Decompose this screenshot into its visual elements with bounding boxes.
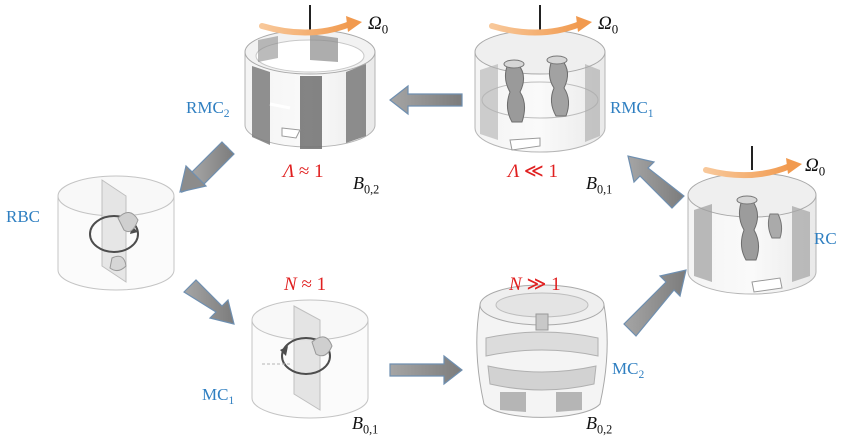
transition-arrow-rmc2-to-rbc <box>179 141 235 194</box>
label-rmc2: RMC2 <box>186 98 230 121</box>
transition-arrow-mc1-to-mc2 <box>389 354 463 386</box>
cylinder-rmc2 <box>244 29 376 149</box>
label-mc1: MC1 <box>202 385 235 408</box>
condition-lambda-approx-1: Λ ≈ 1 <box>283 161 324 182</box>
transition-arrow-rbc-to-mc1 <box>183 279 235 325</box>
field-b01-top: B0,1 <box>586 173 613 197</box>
transition-arrow-rc-to-rmc1 <box>627 155 685 209</box>
label-rc: RC <box>814 229 837 248</box>
label-rmc1: RMC1 <box>610 98 654 121</box>
label-mc2: MC2 <box>612 359 645 382</box>
field-b02-top: B0,2 <box>353 173 380 197</box>
field-b01-bottom: B0,1 <box>352 413 379 437</box>
transition-arrow-mc2-to-rc <box>623 269 687 337</box>
cylinder-mc1 <box>251 299 369 419</box>
field-b02-bottom: B0,2 <box>586 413 613 437</box>
omega-label-rmc2: Ω0 <box>368 13 389 37</box>
omega-label-rc: Ω0 <box>805 155 826 179</box>
transition-arrow-rmc1-to-rmc2 <box>389 84 463 116</box>
rotation-indicator-rmc1 <box>489 5 592 36</box>
cylinder-rbc <box>57 175 175 291</box>
label-rbc: RBC <box>6 207 41 226</box>
cylinder-rmc1 <box>474 29 606 153</box>
rotation-indicator-rc <box>703 146 802 179</box>
condition-lambda-much-less-1: Λ ≪ 1 <box>508 161 559 182</box>
omega-label-rmc1: Ω0 <box>598 13 619 37</box>
condition-n-much-greater-1: N ≫ 1 <box>509 274 561 295</box>
cylinder-mc2 <box>476 284 608 418</box>
rotation-indicator-rmc2 <box>259 5 362 36</box>
cylinder-rc <box>687 172 817 295</box>
condition-n-approx-1: N ≈ 1 <box>284 274 327 295</box>
